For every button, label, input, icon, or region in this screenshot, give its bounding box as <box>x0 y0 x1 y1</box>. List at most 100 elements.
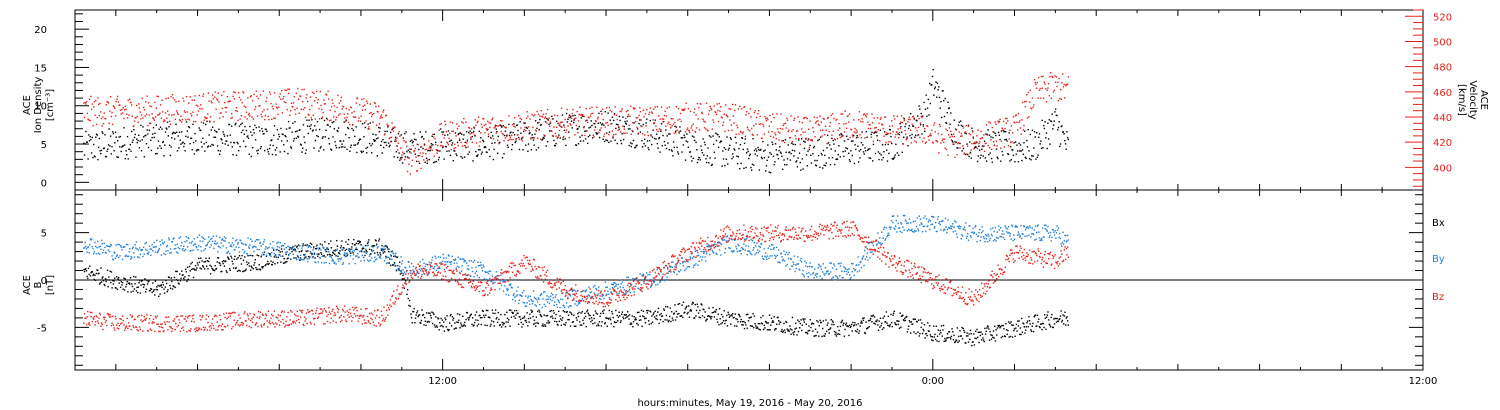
data-point-Bx <box>416 310 419 312</box>
data-point-red <box>195 120 197 123</box>
data-point-red <box>586 130 588 132</box>
data-point-black <box>1033 131 1036 133</box>
data-point-black <box>545 145 547 147</box>
data-point-black <box>411 142 414 144</box>
data-point-red <box>743 106 745 108</box>
data-point-black <box>834 150 837 152</box>
data-point-Bx <box>284 262 286 264</box>
data-point-red <box>672 123 675 125</box>
data-point-Bx <box>288 248 291 251</box>
data-point-black <box>121 146 123 148</box>
data-point-By <box>259 241 262 244</box>
data-point-red <box>625 117 627 120</box>
data-point-black <box>275 146 278 149</box>
data-point-black <box>779 146 781 148</box>
data-point-black <box>800 169 802 171</box>
data-point-black <box>1054 108 1057 110</box>
data-point-By <box>213 247 215 250</box>
data-point-red <box>187 118 189 120</box>
data-point-black <box>486 151 488 154</box>
data-point-black <box>361 123 364 125</box>
data-point-Bx <box>636 322 638 325</box>
data-point-red <box>626 132 628 134</box>
data-point-red <box>515 138 517 140</box>
data-point-red <box>254 106 257 108</box>
data-point-By <box>255 238 258 241</box>
data-point-By <box>225 237 227 240</box>
data-point-red <box>242 91 244 93</box>
data-point-By <box>181 241 183 244</box>
data-point-black <box>366 152 368 154</box>
data-point-black <box>119 135 122 138</box>
data-point-red <box>304 116 307 118</box>
data-point-red <box>213 120 215 123</box>
data-point-Bx <box>754 322 756 325</box>
data-point-black <box>385 141 387 144</box>
data-point-red <box>765 119 768 122</box>
data-point-Bx <box>823 335 826 337</box>
data-point-red <box>475 124 477 127</box>
data-point-Bx <box>126 280 128 283</box>
data-point-black <box>966 153 969 156</box>
data-point-red <box>344 120 347 122</box>
data-point-red <box>831 134 833 136</box>
data-point-black <box>181 142 184 144</box>
data-point-Bx <box>260 255 262 258</box>
data-point-black <box>724 148 727 151</box>
data-point-By <box>240 239 242 242</box>
data-point-Bx <box>178 283 180 285</box>
data-point-Bx <box>1044 317 1047 319</box>
data-point-Bx <box>975 337 978 340</box>
data-point-black <box>535 149 538 151</box>
data-point-Bx <box>829 327 832 329</box>
data-point-black <box>1054 111 1056 113</box>
data-point-Bx <box>204 268 206 270</box>
data-point-Bx <box>529 313 531 315</box>
data-point-Bx <box>750 316 752 318</box>
data-point-black <box>464 141 466 144</box>
data-point-black <box>415 139 417 141</box>
data-point-Bx <box>112 283 115 285</box>
data-point-black <box>159 145 161 147</box>
data-point-black <box>259 130 261 132</box>
data-point-Bx <box>829 328 831 330</box>
data-point-black <box>954 141 956 143</box>
data-point-red <box>266 97 268 99</box>
data-point-red <box>933 122 936 124</box>
data-point-black <box>879 129 882 131</box>
data-point-red <box>957 141 960 144</box>
data-point-Bx <box>1030 329 1032 331</box>
data-point-By <box>160 254 163 256</box>
data-point-red <box>344 117 346 119</box>
data-point-black <box>1035 131 1038 134</box>
data-point-red <box>83 116 86 119</box>
data-point-black <box>563 129 566 132</box>
data-point-Bx <box>758 328 760 330</box>
data-point-red <box>125 108 127 111</box>
data-point-red <box>534 129 537 131</box>
data-point-red <box>365 120 367 122</box>
data-point-Bx <box>973 333 975 335</box>
data-point-Bx <box>502 324 504 326</box>
data-point-red <box>529 118 531 120</box>
data-point-Bx <box>919 319 922 321</box>
data-point-Bx <box>821 327 824 330</box>
data-point-Bx <box>131 283 133 285</box>
data-point-black <box>526 127 528 129</box>
data-point-By <box>144 248 147 251</box>
data-point-red <box>151 113 153 115</box>
data-point-black <box>367 123 369 125</box>
data-point-black <box>635 145 637 147</box>
data-point-red <box>642 109 644 111</box>
data-point-Bx <box>401 278 404 280</box>
data-point-red <box>565 131 567 134</box>
data-point-Bx <box>932 325 935 327</box>
data-point-black <box>575 144 578 146</box>
data-point-black <box>104 134 106 136</box>
data-point-black <box>944 97 946 100</box>
data-point-black <box>904 125 906 128</box>
data-point-Bx <box>607 317 609 320</box>
data-point-Bx <box>311 243 313 245</box>
data-point-Bx <box>800 329 803 332</box>
data-point-By <box>208 240 211 243</box>
